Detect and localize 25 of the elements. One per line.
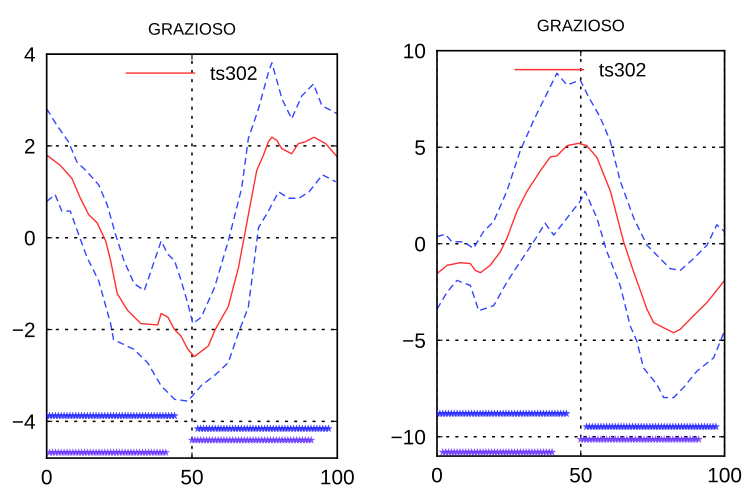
line-series [436, 190, 725, 398]
y-tick-label: −2 [12, 322, 35, 338]
x-tick-label: 0 [432, 468, 442, 482]
y-tick-label: 0 [24, 230, 35, 246]
line-series [46, 62, 338, 324]
x-tick-label: 50 [181, 470, 203, 484]
y-tick-label: 5 [415, 140, 426, 155]
line-series [46, 174, 337, 402]
x-tick-label: 50 [570, 468, 592, 482]
line-series [46, 136, 338, 358]
x-tick-label: 100 [708, 468, 742, 482]
x-tick-label: 100 [321, 470, 354, 484]
chart-title: GRAZIOSO [148, 23, 236, 35]
y-tick-label: −4 [12, 414, 35, 429]
legend-label: ts302 [599, 62, 646, 77]
y-tick-label: 10 [404, 44, 426, 58]
y-tick-label: 2 [25, 138, 35, 154]
x-tick-label: 0 [42, 470, 52, 484]
y-tick-label: −10 [392, 430, 426, 445]
chart-title: GRAZIOSO [538, 20, 624, 32]
line-series [436, 142, 725, 334]
legend-label: ts302 [210, 66, 257, 80]
y-tick-label: −5 [403, 333, 426, 348]
y-tick-label: 0 [415, 236, 426, 252]
y-tick-label: 4 [24, 47, 35, 62]
